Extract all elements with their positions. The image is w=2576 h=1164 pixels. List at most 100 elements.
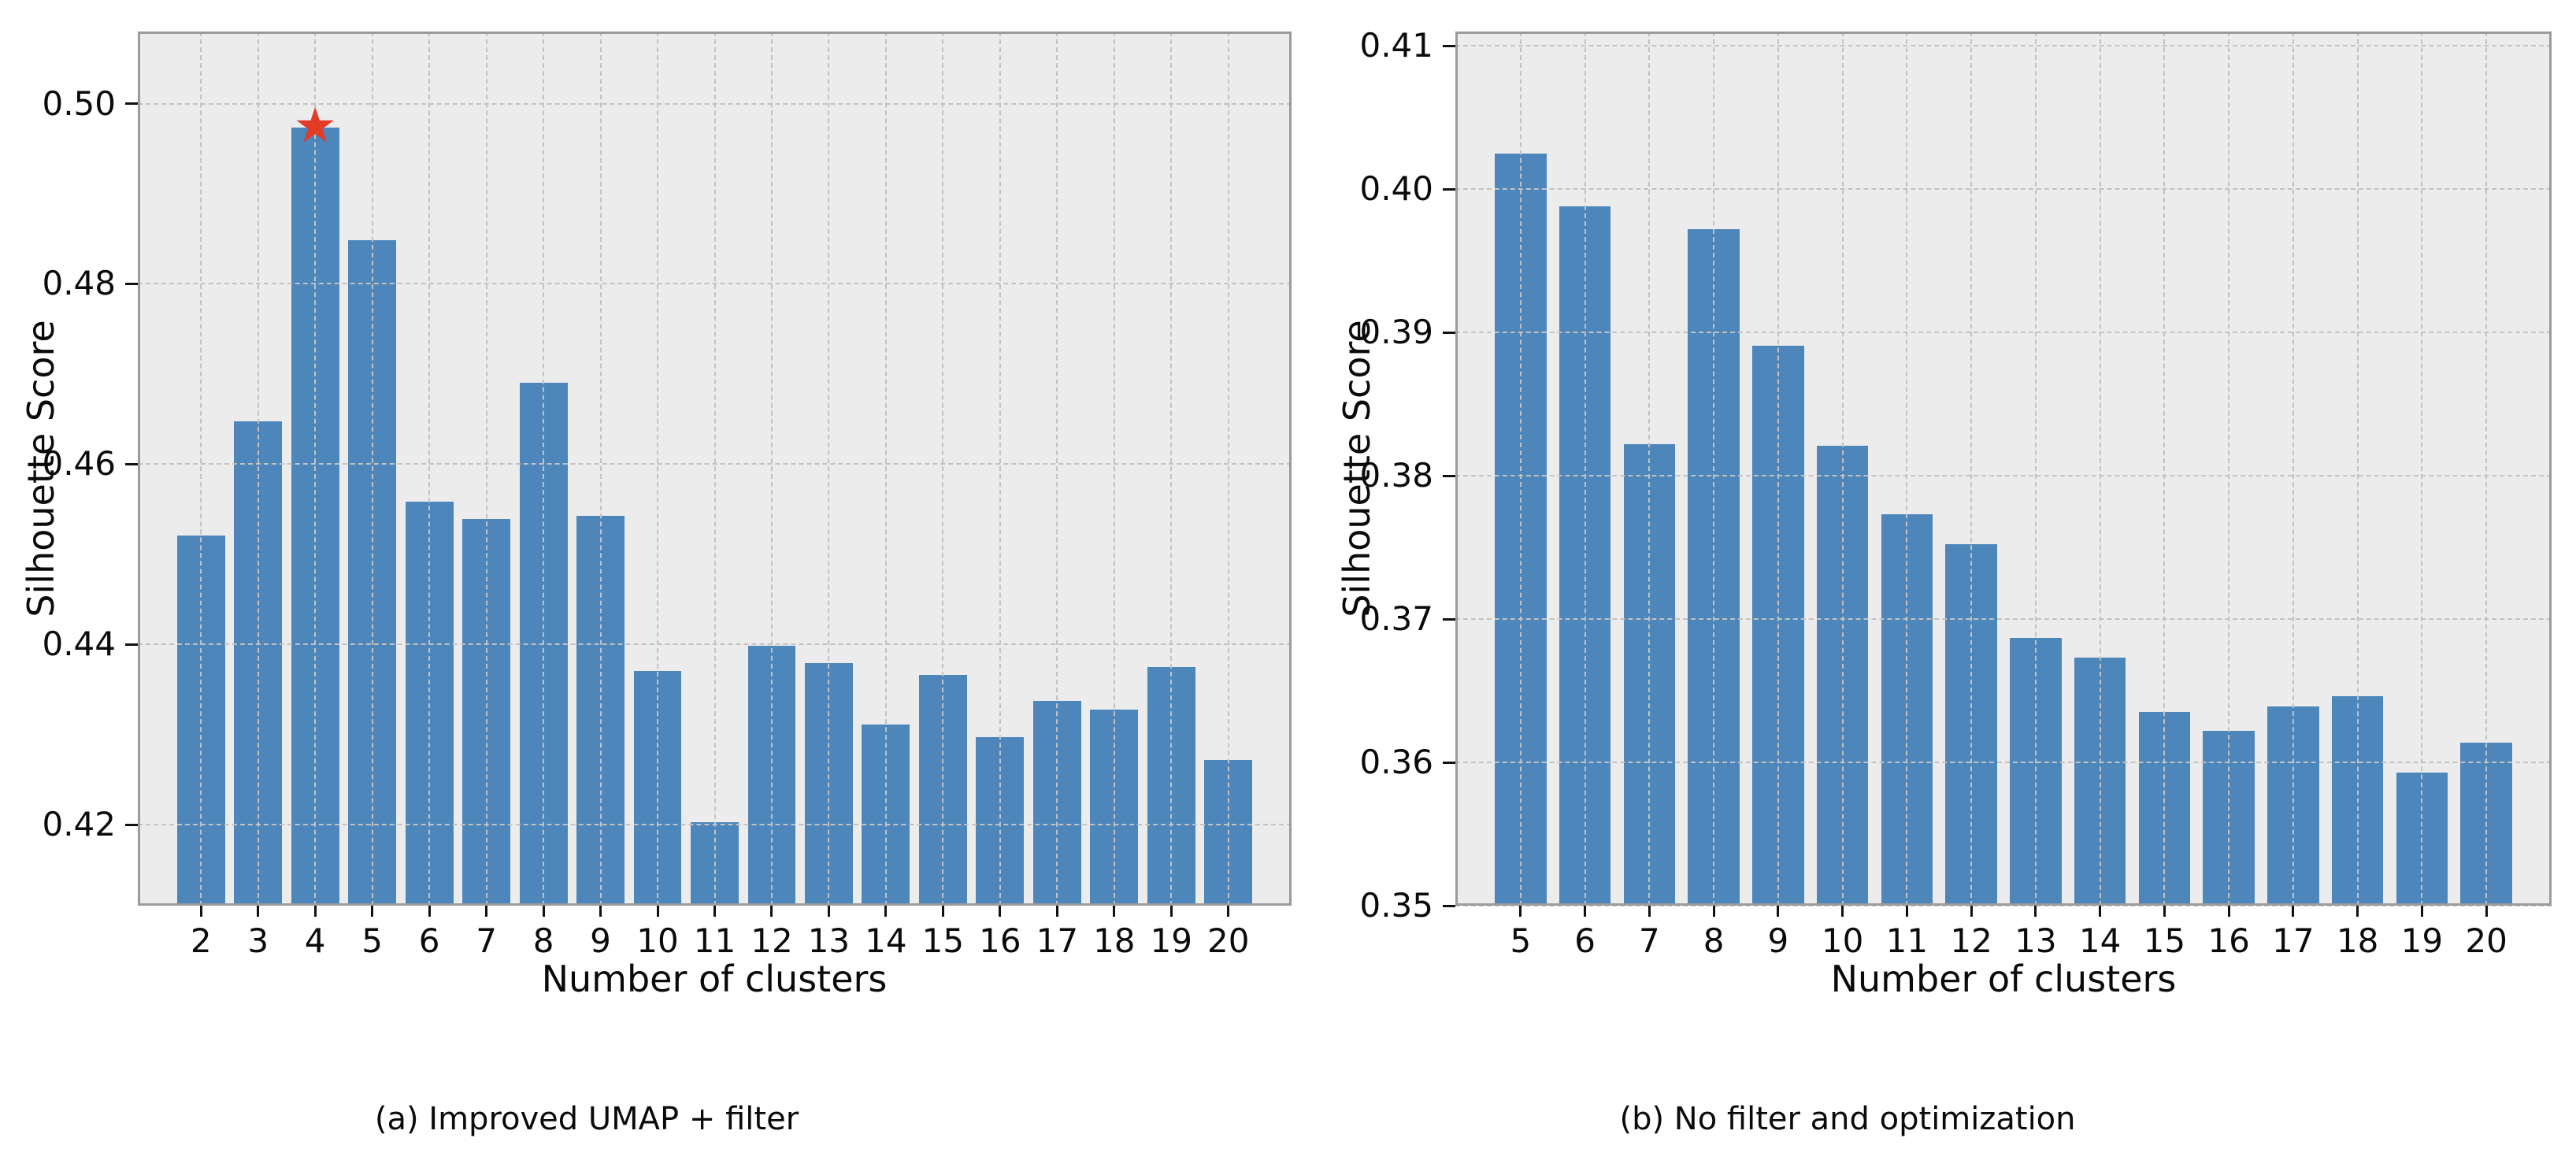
x-tick-label: 9 — [1767, 921, 1789, 960]
vertical-gridline — [200, 32, 202, 906]
vertical-gridline — [1713, 32, 1715, 906]
vertical-gridline — [599, 32, 602, 906]
x-tick-label: 5 — [361, 921, 384, 960]
y-axis-tick — [125, 102, 138, 106]
y-axis-tick — [125, 643, 138, 646]
vertical-gridline — [2228, 32, 2230, 906]
y-axis-tick — [1443, 617, 1455, 621]
x-tick-label: 7 — [476, 921, 497, 960]
y-axis-tick — [1443, 44, 1455, 47]
x-axis-tick — [257, 906, 260, 917]
y-tick-label: 0.41 — [1359, 26, 1433, 65]
x-axis-tick — [485, 906, 488, 917]
y-tick-label: 0.35 — [1359, 886, 1433, 925]
subfigure-caption: (a) Improved UMAP + filter — [374, 1101, 799, 1137]
x-tick-label: 20 — [1207, 921, 1250, 960]
x-tick-label: 14 — [865, 921, 907, 960]
x-axis-tick — [2163, 906, 2166, 917]
x-tick-label: 12 — [751, 921, 793, 960]
y-tick-label: 0.36 — [1359, 743, 1433, 782]
horizontal-gridline — [1455, 188, 2552, 191]
x-axis-tick — [2292, 906, 2295, 917]
x-tick-label: 7 — [1639, 921, 1660, 960]
x-axis-tick — [2099, 906, 2102, 917]
x-tick-label: 10 — [636, 921, 679, 960]
x-axis-tick — [371, 906, 374, 917]
vertical-gridline — [1648, 32, 1651, 906]
x-tick-label: 11 — [1885, 921, 1929, 960]
best-score-star-icon: ★ — [293, 96, 337, 154]
vertical-gridline — [1227, 32, 1229, 906]
y-axis-tick — [125, 823, 138, 826]
x-tick-label: 20 — [2465, 921, 2507, 960]
x-axis-tick — [2227, 906, 2230, 917]
x-tick-label: 16 — [979, 921, 1021, 960]
x-axis-tick — [2420, 906, 2423, 917]
x-axis-tick — [770, 906, 773, 917]
x-tick-label: 6 — [418, 921, 440, 960]
x-tick-label: 19 — [1150, 921, 1192, 960]
x-axis-label: Number of clusters — [541, 958, 888, 1000]
x-axis-tick — [599, 906, 602, 917]
vertical-gridline — [2099, 32, 2101, 906]
vertical-gridline — [942, 32, 944, 906]
y-tick-label: 0.40 — [1359, 169, 1433, 209]
plot-area-background — [1455, 32, 2552, 906]
vertical-gridline — [1970, 32, 1973, 906]
vertical-gridline — [314, 32, 317, 906]
x-tick-label: 17 — [1036, 921, 1079, 960]
x-axis-tick — [1712, 906, 1715, 917]
x-axis-tick — [1777, 906, 1780, 917]
x-axis-tick — [1169, 906, 1173, 917]
x-axis-tick — [428, 906, 431, 917]
x-tick-label: 13 — [2014, 921, 2057, 960]
y-axis-tick — [1443, 187, 1455, 191]
x-axis-tick — [1055, 906, 1058, 917]
vertical-gridline — [1113, 32, 1115, 906]
vertical-gridline — [485, 32, 487, 906]
y-axis-tick — [1443, 331, 1455, 334]
x-axis-tick — [199, 906, 202, 917]
x-tick-label: 2 — [190, 921, 212, 960]
x-tick-label: 3 — [247, 921, 269, 960]
y-tick-label: 0.46 — [42, 444, 116, 484]
x-tick-label: 4 — [304, 921, 326, 960]
vertical-gridline — [884, 32, 887, 906]
x-axis-tick — [1584, 906, 1587, 917]
vertical-gridline — [2421, 32, 2423, 906]
x-axis-tick — [1648, 906, 1651, 917]
x-tick-label: 8 — [1703, 921, 1725, 960]
x-tick-label: 16 — [2207, 921, 2250, 960]
x-axis-tick — [1905, 906, 1908, 917]
horizontal-gridline — [1455, 905, 2552, 906]
vertical-gridline — [543, 32, 545, 906]
y-tick-label: 0.39 — [1359, 313, 1433, 352]
vertical-gridline — [2356, 32, 2359, 906]
y-axis-tick — [1443, 904, 1455, 907]
x-axis-tick — [884, 906, 888, 917]
vertical-gridline — [1777, 32, 1779, 906]
x-axis-tick — [827, 906, 830, 917]
x-axis-label: Number of clusters — [1830, 958, 2177, 1000]
vertical-gridline — [257, 32, 259, 906]
x-tick-label: 12 — [1950, 921, 1992, 960]
x-tick-label: 13 — [807, 921, 851, 960]
vertical-gridline — [828, 32, 830, 906]
y-axis-tick — [1443, 474, 1455, 477]
x-tick-label: 6 — [1574, 921, 1596, 960]
x-tick-label: 5 — [1510, 921, 1532, 960]
x-axis-tick — [1841, 906, 1844, 917]
x-axis-tick — [2485, 906, 2488, 917]
x-axis-tick — [2034, 906, 2037, 917]
y-axis-tick — [1443, 761, 1455, 764]
x-tick-label: 8 — [532, 921, 554, 960]
vertical-gridline — [1056, 32, 1058, 906]
x-axis-tick — [313, 906, 317, 917]
x-tick-label: 11 — [693, 921, 736, 960]
x-tick-label: 15 — [2143, 921, 2186, 960]
vertical-gridline — [713, 32, 716, 906]
vertical-gridline — [657, 32, 659, 906]
x-tick-label: 9 — [590, 921, 611, 960]
